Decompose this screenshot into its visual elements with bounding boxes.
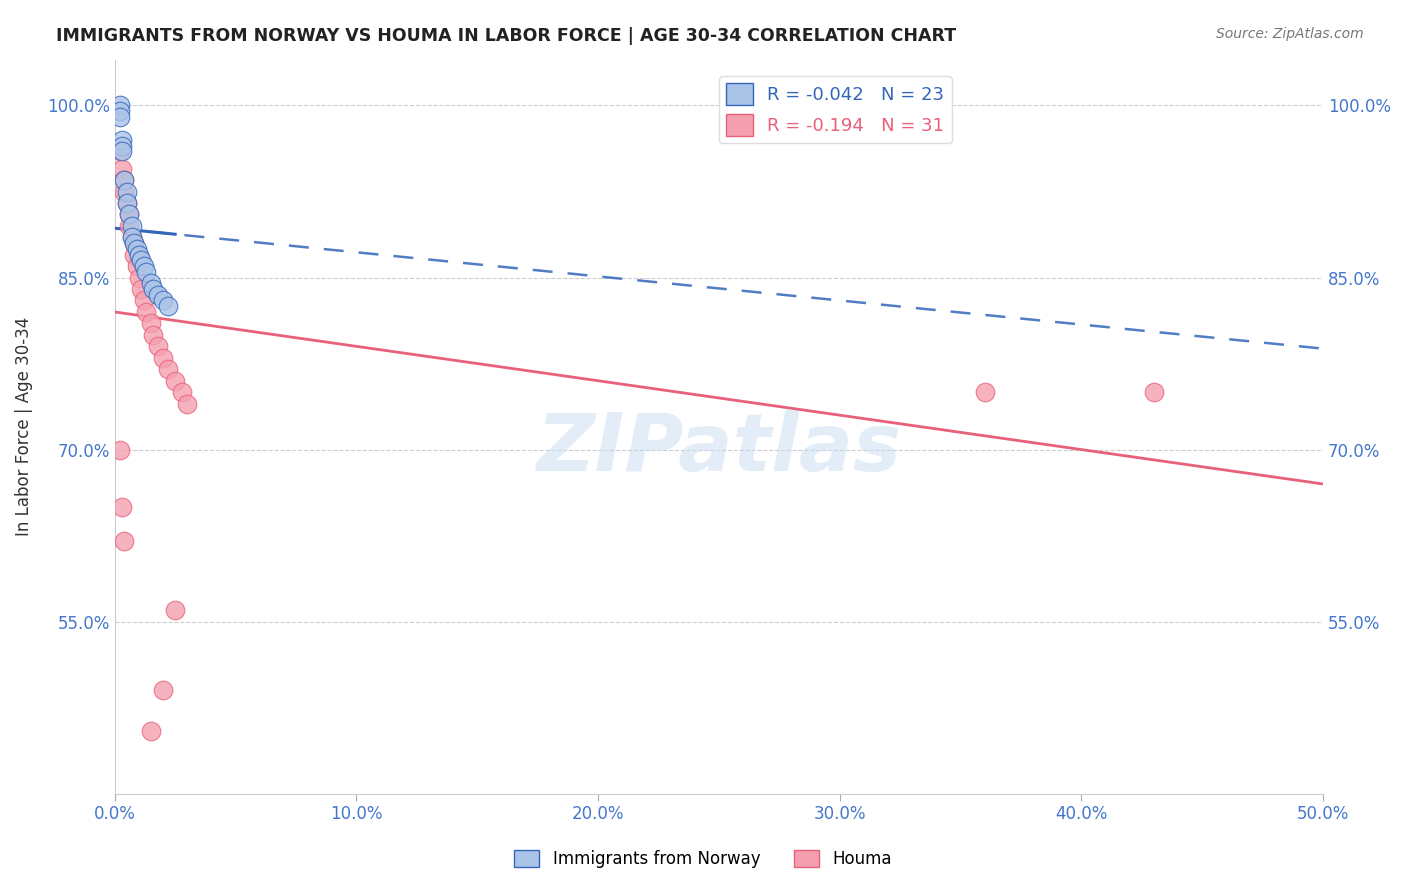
Point [108, 104, 131, 119]
Point [165, 603, 187, 617]
Point [115, 196, 138, 211]
Point [135, 305, 157, 319]
Point [108, 110, 131, 124]
Point [1143, 385, 1166, 400]
Point [111, 145, 134, 159]
Point [131, 282, 153, 296]
Point [973, 385, 995, 400]
Point [112, 173, 135, 187]
Point [111, 500, 134, 514]
Point [108, 98, 131, 112]
Point [132, 293, 155, 308]
Point [122, 247, 145, 261]
Point [108, 145, 131, 159]
Point [122, 236, 145, 251]
Point [156, 299, 179, 313]
Point [111, 133, 134, 147]
Point [111, 161, 134, 176]
Point [135, 265, 157, 279]
Point [125, 242, 148, 256]
Point [152, 683, 174, 698]
Point [152, 351, 174, 365]
Point [112, 185, 135, 199]
Text: Source: ZipAtlas.com: Source: ZipAtlas.com [1216, 27, 1364, 41]
Point [139, 723, 162, 738]
Point [148, 287, 170, 301]
Point [152, 293, 174, 308]
Point [156, 362, 179, 376]
Point [118, 207, 141, 221]
Point [121, 230, 143, 244]
Point [115, 185, 138, 199]
Point [125, 259, 148, 273]
Point [132, 259, 155, 273]
Point [111, 138, 134, 153]
Point [139, 277, 162, 291]
Point [121, 230, 143, 244]
Point [142, 282, 165, 296]
Point [142, 327, 165, 342]
Legend: Immigrants from Norway, Houma: Immigrants from Norway, Houma [508, 843, 898, 875]
Point [176, 397, 198, 411]
Text: ZIPatlas: ZIPatlas [537, 409, 901, 488]
Point [115, 196, 138, 211]
Point [139, 317, 162, 331]
Point [172, 385, 194, 400]
Point [112, 534, 135, 549]
Point [128, 247, 150, 261]
Point [108, 442, 131, 457]
Point [165, 374, 187, 388]
Point [148, 339, 170, 353]
Point [112, 173, 135, 187]
Point [131, 253, 153, 268]
Point [121, 219, 143, 233]
Legend: R = -0.042   N = 23, R = -0.194   N = 31: R = -0.042 N = 23, R = -0.194 N = 31 [718, 76, 952, 144]
Text: IMMIGRANTS FROM NORWAY VS HOUMA IN LABOR FORCE | AGE 30-34 CORRELATION CHART: IMMIGRANTS FROM NORWAY VS HOUMA IN LABOR… [56, 27, 956, 45]
Y-axis label: In Labor Force | Age 30-34: In Labor Force | Age 30-34 [15, 317, 32, 536]
Point [118, 219, 141, 233]
Point [128, 270, 150, 285]
Point [118, 207, 141, 221]
Point [122, 236, 145, 251]
